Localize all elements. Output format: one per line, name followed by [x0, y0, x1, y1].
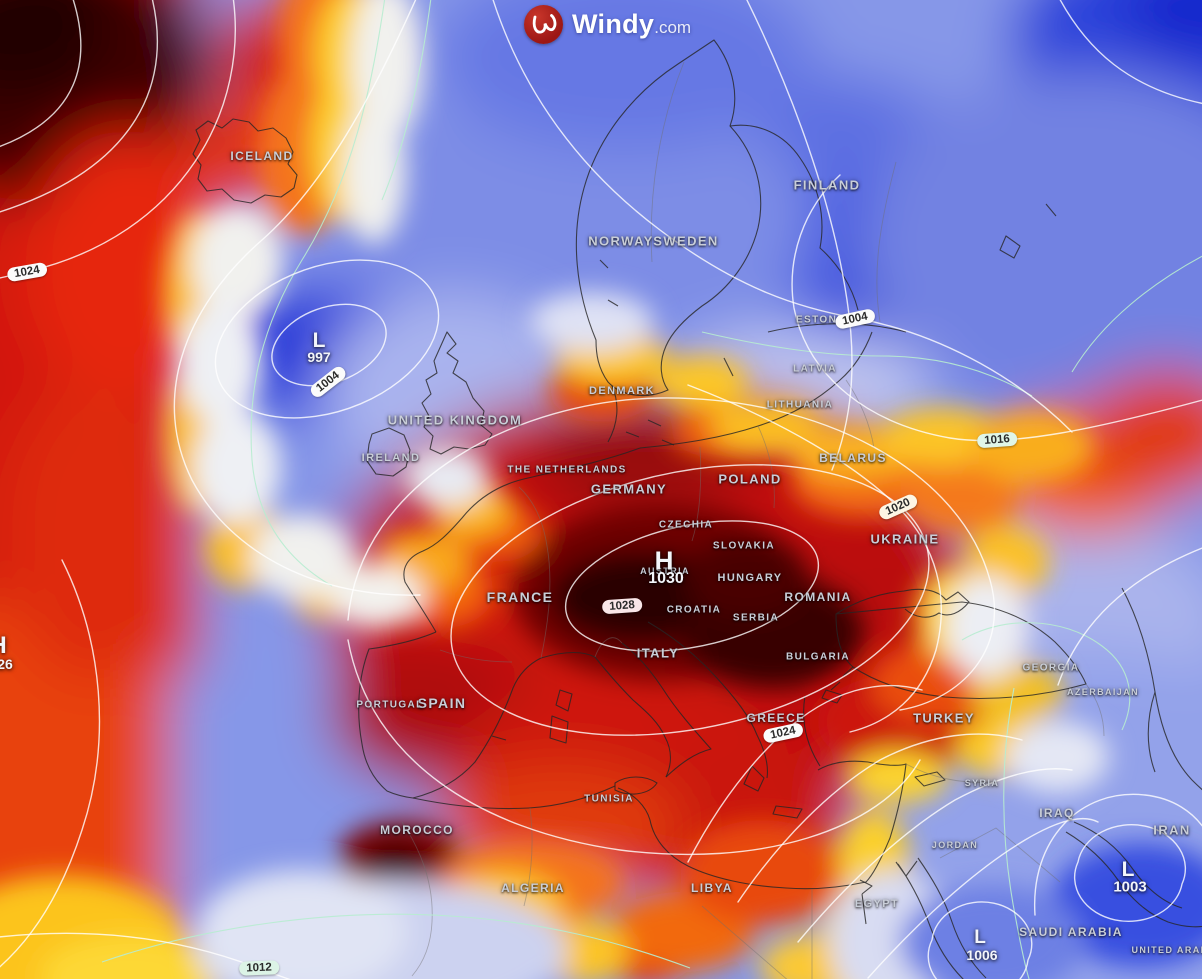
isobar-label: 1012 — [238, 960, 280, 976]
country-label: THE NETHERLANDS — [507, 464, 627, 476]
isobar-label: 1020 — [877, 492, 919, 522]
isobar-label: 1028 — [601, 597, 643, 615]
country-label: FRANCE — [486, 589, 554, 605]
pressure-center-value: 1006 — [966, 947, 998, 963]
country-label: FINLAND — [793, 177, 861, 193]
country-label: AZERBAIJAN — [1066, 687, 1140, 697]
country-label: TUNISIA — [584, 793, 634, 805]
windy-logo-icon — [524, 5, 563, 44]
country-label: PORTUGAL — [356, 699, 424, 711]
country-label: CROATIA — [666, 604, 722, 616]
country-label: HUNGARY — [717, 572, 783, 584]
pressure-center-letter: H — [0, 632, 7, 660]
country-label: SERBIA — [732, 612, 780, 624]
windy-wordmark: Windy .com — [572, 9, 691, 40]
isobar-label: 1016 — [976, 431, 1018, 449]
pressure-center-letter: L — [312, 329, 326, 352]
isobar-label: 1004 — [834, 308, 876, 330]
country-label: JORDAN — [931, 840, 979, 850]
brand-name: Windy — [572, 9, 655, 39]
country-label: LITHUANIA — [766, 399, 834, 411]
isobar-label: 1024 — [6, 261, 48, 283]
country-label: ITALY — [636, 645, 680, 661]
country-label: AUSTRIA — [640, 566, 690, 576]
country-borders — [401, 61, 1105, 979]
country-label: EGYPT — [854, 898, 900, 910]
country-label: GERMANY — [590, 481, 668, 497]
pressure-center-value: 1003 — [1113, 878, 1147, 896]
country-label: CZECHIA — [658, 519, 714, 531]
country-label: MOROCCO — [380, 823, 454, 837]
country-label: BULGARIA — [786, 651, 850, 663]
country-label: SAUDI ARABIA — [1019, 925, 1123, 939]
country-label: ICELAND — [230, 149, 294, 163]
pressure-center-value: 26 — [0, 656, 13, 672]
country-label: NORWAY — [588, 233, 654, 249]
country-label: UNITED KINGDOM — [387, 412, 523, 428]
pressure-center-letter: L — [1121, 858, 1135, 881]
pressure-center-letter: H — [654, 545, 674, 576]
country-label: IRAQ — [1039, 806, 1075, 820]
country-label: SPAIN — [417, 695, 467, 711]
country-label: SYRIA — [964, 778, 1000, 788]
country-label: ROMANIA — [784, 590, 852, 604]
country-label: SWEDEN — [653, 233, 719, 249]
country-label: UKRAINE — [870, 531, 940, 547]
country-label: LATVIA — [793, 363, 837, 375]
isobar-label: 1004 — [308, 364, 348, 400]
brand-suffix: .com — [654, 18, 692, 37]
country-label: IRAN — [1153, 822, 1191, 838]
country-label: IRELAND — [361, 452, 421, 464]
country-label: GREECE — [746, 711, 806, 725]
country-label: UNITED ARAB — [1131, 945, 1202, 955]
country-label: ESTONIA — [795, 314, 851, 326]
zero-isolines — [101, 0, 1202, 979]
pressure-center-value: 997 — [307, 349, 331, 365]
country-label: LIBYA — [691, 881, 733, 895]
country-label: SLOVAKIA — [712, 540, 776, 552]
pressure-center-value: 1030 — [648, 570, 684, 587]
country-label: POLAND — [718, 471, 782, 487]
isobar-label: 1024 — [762, 722, 804, 744]
country-label: GEORGIA — [1022, 662, 1080, 674]
windy-logo[interactable]: Windy .com — [524, 5, 691, 44]
country-label: ALGERIA — [501, 881, 565, 895]
country-label: DENMARK — [588, 385, 656, 397]
country-label: BELARUS — [819, 451, 887, 465]
pressure-center-letter: L — [974, 927, 986, 948]
country-label: TURKEY — [913, 710, 975, 726]
